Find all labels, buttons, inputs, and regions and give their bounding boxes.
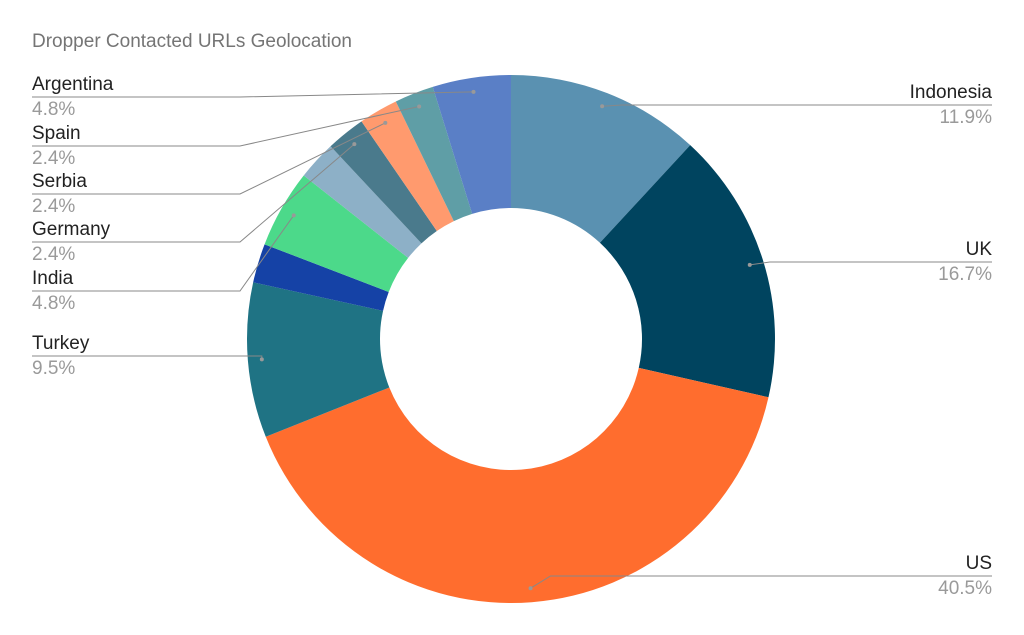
slice-label: Turkey bbox=[32, 333, 90, 354]
leader-line bbox=[32, 215, 295, 292]
slice bbox=[599, 145, 775, 398]
slice bbox=[265, 367, 769, 604]
slice-label: Serbia bbox=[32, 171, 87, 192]
slice-label: Argentina bbox=[32, 74, 114, 95]
leader-dot bbox=[528, 586, 533, 591]
slice-value: 4.8% bbox=[32, 293, 75, 314]
slice bbox=[246, 282, 390, 437]
leader-line bbox=[602, 104, 992, 107]
leader-dot bbox=[747, 262, 752, 267]
slice bbox=[264, 175, 409, 293]
slice-value: 40.5% bbox=[938, 578, 992, 599]
leader-dot bbox=[291, 213, 296, 218]
leader-dot bbox=[600, 104, 605, 109]
slice-label: UK bbox=[966, 239, 993, 260]
leader-dot bbox=[259, 357, 264, 362]
leader-line bbox=[32, 122, 386, 195]
slice-label: Indonesia bbox=[910, 82, 993, 103]
leader-line bbox=[32, 143, 355, 243]
slice-label: India bbox=[32, 268, 74, 289]
slice-value: 2.4% bbox=[32, 148, 75, 169]
slice-label: Spain bbox=[32, 123, 81, 144]
slice bbox=[303, 146, 422, 258]
slice-label: US bbox=[966, 553, 992, 574]
leader-line bbox=[530, 575, 992, 589]
leader-line bbox=[32, 91, 474, 98]
slice-label: Germany bbox=[32, 219, 111, 240]
leader-line bbox=[749, 261, 992, 266]
slice-value: 9.5% bbox=[32, 358, 75, 379]
slice bbox=[361, 101, 454, 232]
slice-value: 16.7% bbox=[938, 264, 992, 285]
leader-dot bbox=[383, 120, 388, 125]
slice bbox=[253, 244, 389, 311]
leader-dot bbox=[471, 89, 476, 94]
slice-value: 11.9% bbox=[940, 107, 993, 128]
leader-dot bbox=[417, 104, 422, 109]
slice bbox=[330, 121, 437, 244]
slice-value: 2.4% bbox=[32, 244, 75, 265]
slice bbox=[395, 86, 473, 222]
slice-value: 2.4% bbox=[32, 196, 75, 217]
chart-title: Dropper Contacted URLs Geolocation bbox=[32, 31, 352, 52]
slice bbox=[511, 75, 691, 243]
slice-value: 4.8% bbox=[32, 99, 75, 120]
leader-dot bbox=[352, 142, 357, 147]
leader-line bbox=[32, 105, 420, 147]
slice bbox=[432, 75, 511, 214]
